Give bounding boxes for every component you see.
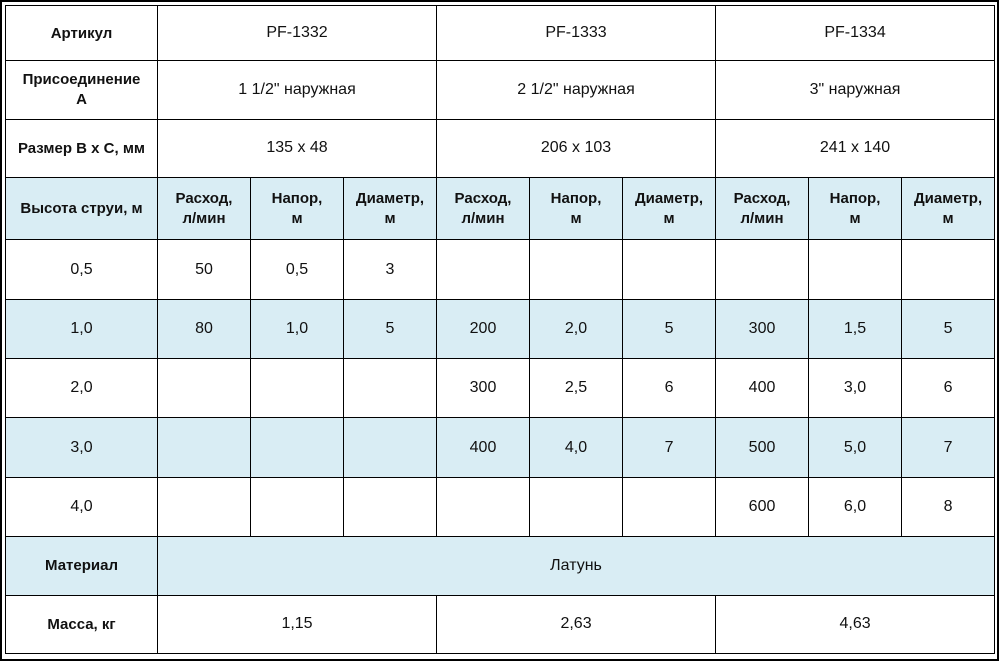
spec-cell: 6: [622, 358, 717, 419]
jet-height-value: 2,0: [5, 358, 158, 419]
spec-cell: 400: [715, 358, 810, 419]
spec-cell: 2,5: [529, 358, 624, 419]
spec-cell: [901, 239, 996, 300]
row-connection: Присоединение А 1 1/2" наружная 2 1/2" н…: [5, 60, 996, 120]
spec-cell: 50: [157, 239, 251, 300]
size-value: 206 x 103: [436, 118, 717, 178]
spec-cell: [157, 358, 251, 419]
spec-cell: [342, 358, 438, 419]
spec-cell: [436, 239, 531, 300]
spec-cell: [250, 417, 344, 478]
connection-value: 3" наружная: [715, 60, 996, 120]
subheader-head: Напор, м: [529, 176, 624, 241]
connection-value: 1 1/2" наружная: [156, 60, 438, 120]
spec-cell: [715, 239, 810, 300]
size-value: 241 x 140: [715, 118, 996, 178]
spec-cell: 1,5: [808, 298, 903, 360]
spec-cell: 5: [622, 298, 717, 360]
jet-height-value: 4,0: [5, 476, 158, 538]
subheader-diameter: Диаметр, м: [901, 176, 996, 241]
spec-cell: [342, 417, 438, 478]
spec-cell: [808, 239, 903, 300]
jet-row-1-0: 1,0 80 1,0 5 200 2,0 5 300 1,5 5: [5, 298, 996, 360]
label-size: Размер B x C, мм: [5, 118, 158, 178]
article-pf-1333: PF-1333: [436, 4, 717, 62]
subheader-diameter: Диаметр, м: [622, 176, 717, 241]
subheader-flow: Расход, л/мин: [157, 176, 251, 241]
row-subheaders: Высота струи, м Расход, л/мин Напор, м Д…: [5, 176, 996, 241]
jet-row-0-5: 0,5 50 0,5 3: [5, 239, 996, 300]
spec-cell: 3,0: [808, 358, 903, 419]
jet-height-value: 0,5: [5, 239, 158, 300]
spec-cell: [436, 476, 531, 538]
row-article: Артикул PF-1332 PF-1333 PF-1334: [5, 4, 996, 62]
jet-row-2-0: 2,0 300 2,5 6 400 3,0 6: [5, 358, 996, 419]
spec-cell: 7: [901, 417, 996, 478]
mass-value: 1,15: [156, 594, 438, 655]
spec-cell: 8: [901, 476, 996, 538]
spec-cell: 3: [342, 239, 438, 300]
label-mass: Масса, кг: [5, 594, 158, 655]
spec-cell: [250, 358, 344, 419]
spec-cell: 5: [901, 298, 996, 360]
jet-height-value: 3,0: [5, 417, 158, 478]
spec-cell: 5: [342, 298, 438, 360]
jet-height-value: 1,0: [5, 298, 158, 360]
spec-cell: [529, 239, 624, 300]
spec-cell: 500: [715, 417, 810, 478]
spec-cell: 6: [901, 358, 996, 419]
subheader-head: Напор, м: [250, 176, 344, 241]
jet-row-3-0: 3,0 400 4,0 7 500 5,0 7: [5, 417, 996, 478]
label-material: Материал: [5, 536, 158, 596]
spec-cell: 80: [157, 298, 251, 360]
spec-cell: 1,0: [250, 298, 344, 360]
spec-cell: 300: [436, 358, 531, 419]
spec-cell: [622, 476, 717, 538]
article-pf-1332: PF-1332: [156, 4, 438, 62]
row-mass: Масса, кг 1,15 2,63 4,63: [5, 594, 996, 655]
subheader-diameter: Диаметр, м: [342, 176, 438, 241]
spec-cell: [529, 476, 624, 538]
label-jet-height: Высота струи, м: [5, 176, 158, 241]
label-connection: Присоединение А: [5, 60, 158, 120]
spec-cell: 4,0: [529, 417, 624, 478]
spec-cell: 400: [436, 417, 531, 478]
size-value: 135 x 48: [156, 118, 438, 178]
spec-cell: 6,0: [808, 476, 903, 538]
spec-cell: 0,5: [250, 239, 344, 300]
subheader-head: Напор, м: [808, 176, 903, 241]
row-material: Материал Латунь: [5, 536, 996, 596]
spec-cell: [622, 239, 717, 300]
spec-cell: [342, 476, 438, 538]
product-spec-table: Артикул PF-1332 PF-1333 PF-1334 Присоеди…: [5, 4, 996, 655]
connection-value: 2 1/2" наружная: [436, 60, 717, 120]
spec-cell: 7: [622, 417, 717, 478]
mass-value: 4,63: [715, 594, 996, 655]
spec-cell: [157, 476, 251, 538]
jet-row-4-0: 4,0 600 6,0 8: [5, 476, 996, 538]
row-size: Размер B x C, мм 135 x 48 206 x 103 241 …: [5, 118, 996, 178]
material-value: Латунь: [156, 536, 996, 596]
subheader-flow: Расход, л/мин: [436, 176, 531, 241]
spec-cell: [157, 417, 251, 478]
article-pf-1334: PF-1334: [715, 4, 996, 62]
subheader-flow: Расход, л/мин: [715, 176, 810, 241]
label-article: Артикул: [5, 4, 158, 62]
spec-cell: 5,0: [808, 417, 903, 478]
spec-cell: [250, 476, 344, 538]
spec-cell: 300: [715, 298, 810, 360]
spec-cell: 600: [715, 476, 810, 538]
spec-cell: 200: [436, 298, 531, 360]
spec-cell: 2,0: [529, 298, 624, 360]
mass-value: 2,63: [436, 594, 717, 655]
